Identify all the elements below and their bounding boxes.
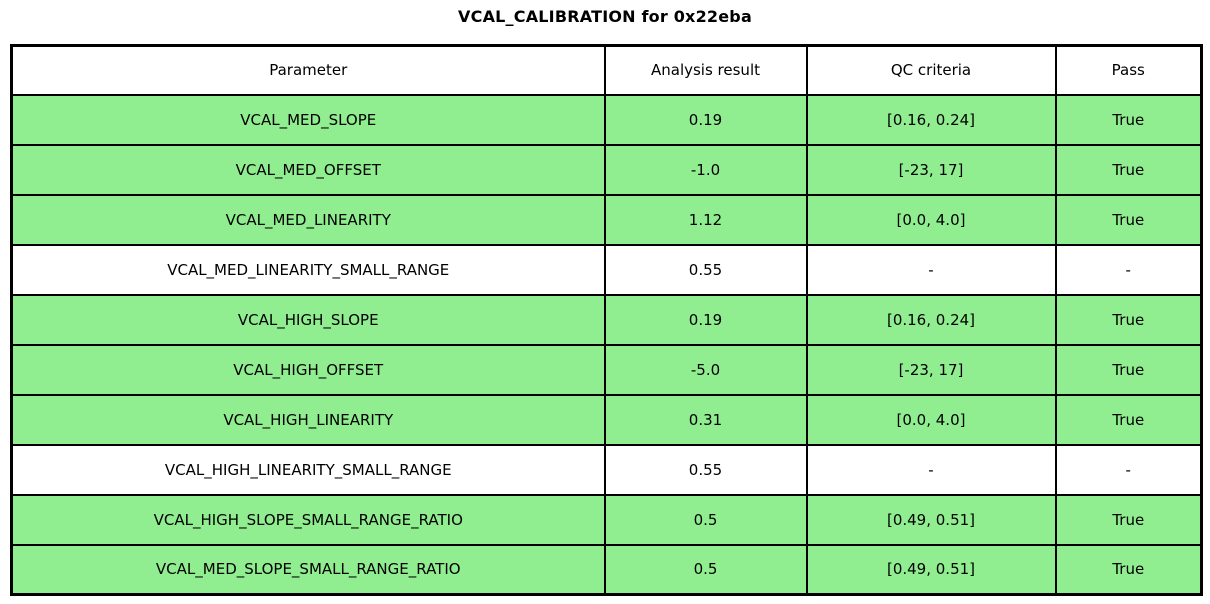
table-header: Parameter Analysis result QC criteria Pass — [10, 44, 1203, 96]
parameter-cell: VCAL_HIGH_LINEARITY — [10, 393, 606, 446]
table-row: VCAL_HIGH_SLOPE 0.19 [0.16, 0.24] True — [10, 293, 1203, 346]
criteria-cell: - — [805, 443, 1057, 496]
pass-cell: True — [1054, 93, 1203, 146]
parameter-cell: VCAL_MED_SLOPE — [10, 93, 606, 146]
result-cell: 0.5 — [603, 543, 808, 596]
pass-cell: - — [1054, 243, 1203, 296]
column-header: Parameter — [10, 44, 606, 96]
criteria-cell: [0.0, 4.0] — [805, 393, 1057, 446]
parameter-cell: VCAL_MED_LINEARITY_SMALL_RANGE — [10, 243, 606, 296]
column-header: QC criteria — [805, 44, 1057, 96]
header-row: Parameter Analysis result QC criteria Pass — [10, 44, 1203, 96]
result-cell: 0.5 — [603, 493, 808, 546]
table-row: VCAL_MED_LINEARITY 1.12 [0.0, 4.0] True — [10, 193, 1203, 246]
parameter-cell: VCAL_HIGH_SLOPE_SMALL_RANGE_RATIO — [10, 493, 606, 546]
result-cell: -5.0 — [603, 343, 808, 396]
pass-cell: True — [1054, 543, 1203, 596]
qc-table: Parameter Analysis result QC criteria Pass … — [10, 44, 1203, 596]
table-row: VCAL_HIGH_OFFSET -5.0 [-23, 17] True — [10, 343, 1203, 396]
table-row: VCAL_HIGH_SLOPE_SMALL_RANGE_RATIO 0.5 [0.4… — [10, 493, 1203, 546]
criteria-cell: [0.49, 0.51] — [805, 543, 1057, 596]
table-row: VCAL_HIGH_LINEARITY 0.31 [0.0, 4.0] True — [10, 393, 1203, 446]
table-body: VCAL_MED_SLOPE 0.19 [0.16, 0.24] True VCAL_M… — [10, 93, 1203, 596]
pass-cell: True — [1054, 293, 1203, 346]
table-row: VCAL_MED_SLOPE_SMALL_RANGE_RATIO 0.5 [0.49… — [10, 543, 1203, 596]
pass-cell: - — [1054, 443, 1203, 496]
criteria-cell: [0.49, 0.51] — [805, 493, 1057, 546]
result-cell: 0.19 — [603, 93, 808, 146]
result-cell: 0.31 — [603, 393, 808, 446]
result-cell: 1.12 — [603, 193, 808, 246]
criteria-cell: [0.16, 0.24] — [805, 93, 1057, 146]
parameter-cell: VCAL_HIGH_SLOPE — [10, 293, 606, 346]
result-cell: 0.55 — [603, 243, 808, 296]
criteria-cell: [-23, 17] — [805, 143, 1057, 196]
column-header: Analysis result — [603, 44, 808, 96]
figure-title: VCAL_CALIBRATION for 0x22eba — [458, 7, 752, 26]
criteria-cell: [0.16, 0.24] — [805, 293, 1057, 346]
table-row: VCAL_MED_OFFSET -1.0 [-23, 17] True — [10, 143, 1203, 196]
table-row: VCAL_MED_LINEARITY_SMALL_RANGE 0.55- - — [10, 243, 1203, 296]
criteria-cell: - — [805, 243, 1057, 296]
column-header: Pass — [1054, 44, 1203, 96]
parameter-cell: VCAL_MED_SLOPE_SMALL_RANGE_RATIO — [10, 543, 606, 596]
table-row: VCAL_MED_SLOPE 0.19 [0.16, 0.24] True — [10, 93, 1203, 146]
result-cell: 0.55 — [603, 443, 808, 496]
result-cell: -1.0 — [603, 143, 808, 196]
parameter-cell: VCAL_MED_LINEARITY — [10, 193, 606, 246]
criteria-cell: [-23, 17] — [805, 343, 1057, 396]
parameter-cell: VCAL_MED_OFFSET — [10, 143, 606, 196]
parameter-cell: VCAL_HIGH_LINEARITY_SMALL_RANGE — [10, 443, 606, 496]
pass-cell: True — [1054, 393, 1203, 446]
pass-cell: True — [1054, 493, 1203, 546]
criteria-cell: [0.0, 4.0] — [805, 193, 1057, 246]
result-cell: 0.19 — [603, 293, 808, 346]
pass-cell: True — [1054, 143, 1203, 196]
pass-cell: True — [1054, 343, 1203, 396]
parameter-cell: VCAL_HIGH_OFFSET — [10, 343, 606, 396]
table-row: VCAL_HIGH_LINEARITY_SMALL_RANGE 0.55- - — [10, 443, 1203, 496]
pass-cell: True — [1054, 193, 1203, 246]
